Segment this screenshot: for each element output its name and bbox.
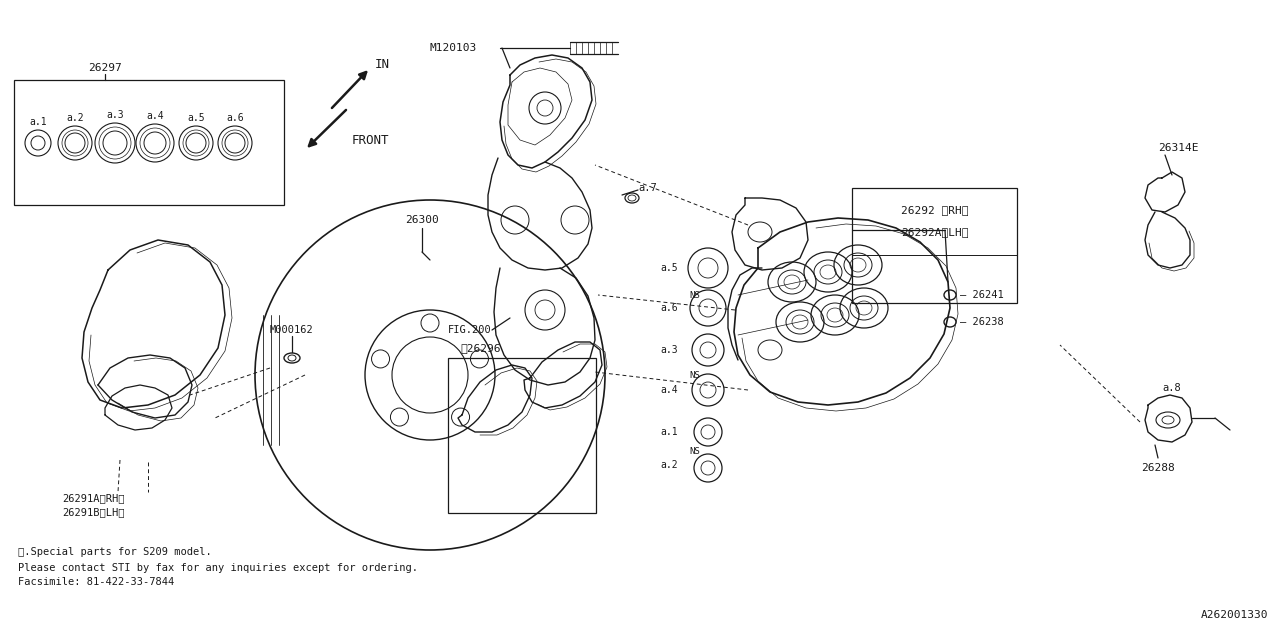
Text: 26314E: 26314E	[1158, 143, 1198, 153]
Text: 26292A〈LH〉: 26292A〈LH〉	[901, 227, 969, 237]
Bar	[448, 358, 596, 513]
Text: a.4: a.4	[146, 111, 164, 121]
Text: a.2: a.2	[660, 460, 678, 470]
Text: a.3: a.3	[660, 345, 678, 355]
Text: a.2: a.2	[67, 113, 83, 123]
Text: 26297: 26297	[88, 63, 122, 73]
Text: IN: IN	[375, 58, 390, 70]
Text: NS: NS	[690, 447, 700, 456]
Text: 26288: 26288	[1142, 463, 1175, 473]
Text: a.7: a.7	[637, 183, 657, 193]
Text: Please contact STI by fax for any inquiries except for ordering.: Please contact STI by fax for any inquir…	[18, 563, 419, 573]
Text: NS: NS	[690, 291, 700, 300]
Text: a.6: a.6	[227, 113, 243, 123]
Bar	[14, 80, 284, 205]
Text: a.8: a.8	[1162, 383, 1180, 393]
Text: a.1: a.1	[29, 117, 47, 127]
Text: ※.Special parts for S209 model.: ※.Special parts for S209 model.	[18, 547, 211, 557]
Text: a.1: a.1	[660, 427, 678, 437]
Text: M120103: M120103	[430, 43, 477, 53]
Text: — 26238: — 26238	[960, 317, 1004, 327]
Text: — 26241: — 26241	[960, 290, 1004, 300]
Text: FIG.200: FIG.200	[448, 325, 492, 335]
Text: a.5: a.5	[187, 113, 205, 123]
Text: 26292 〈RH〉: 26292 〈RH〉	[901, 205, 969, 215]
Text: ※26296: ※26296	[460, 343, 500, 353]
Text: 26300: 26300	[406, 215, 439, 225]
Text: Facsimile: 81-422-33-7844: Facsimile: 81-422-33-7844	[18, 577, 174, 587]
Text: a.6: a.6	[660, 303, 678, 313]
Text: M000162: M000162	[270, 325, 314, 335]
Text: A262001330: A262001330	[1201, 610, 1268, 620]
Text: 26291A〈RH〉: 26291A〈RH〉	[61, 493, 124, 503]
Text: 26291B〈LH〉: 26291B〈LH〉	[61, 507, 124, 517]
Text: FRONT: FRONT	[352, 134, 389, 147]
Text: NS: NS	[690, 371, 700, 380]
Text: a.3: a.3	[106, 110, 124, 120]
Bar	[852, 188, 1018, 303]
Text: a.4: a.4	[660, 385, 678, 395]
Text: a.5: a.5	[660, 263, 678, 273]
